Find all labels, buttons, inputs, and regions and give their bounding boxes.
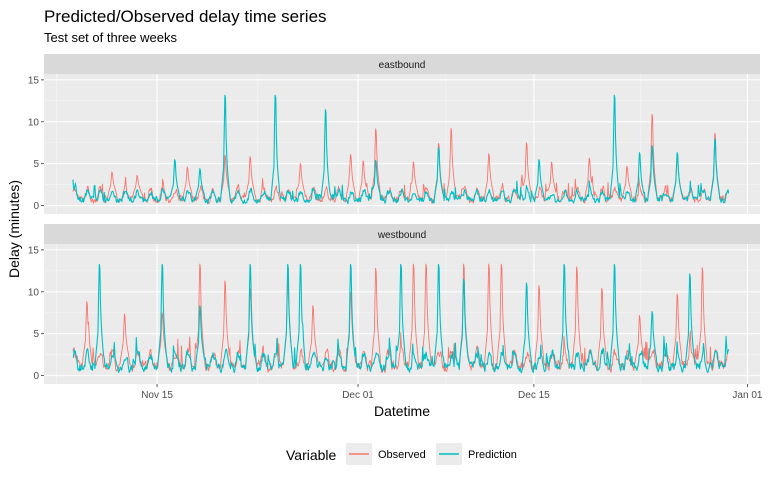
series-line-prediction-westbound — [72, 263, 730, 374]
facet-strip-westbound — [44, 224, 760, 244]
legend-title: Variable — [286, 447, 337, 463]
series-westbound — [72, 263, 730, 374]
y-tick-label: 10 — [28, 287, 40, 298]
y-tick-label: 5 — [33, 159, 39, 170]
facet-strip-eastbound — [44, 54, 760, 74]
facet-label-westbound: westbound — [377, 230, 426, 241]
facet-label-eastbound: eastbound — [379, 60, 426, 71]
x-axis: Nov 15 Dec 01 Dec 15 Jan 01 — [141, 384, 763, 401]
y-tick-label: 10 — [28, 117, 40, 128]
series-line-observed-eastbound — [72, 113, 730, 204]
x-tick-label: Dec 15 — [518, 390, 550, 401]
y-tick-label: 15 — [28, 245, 40, 256]
x-tick-label: Nov 15 — [141, 390, 173, 401]
y-tick-label: 0 — [33, 201, 39, 212]
legend: Variable Observed Prediction — [286, 443, 517, 465]
panel-westbound: westbound 0 5 10 15 — [28, 224, 760, 384]
y-tick-label: 15 — [28, 75, 40, 86]
panel-eastbound: eastbound 0 5 10 15 — [28, 54, 760, 214]
legend-entry-prediction: Prediction — [436, 443, 517, 465]
chart-subtitle: Test set of three weeks — [44, 30, 177, 45]
legend-label: Observed — [378, 449, 426, 461]
chart-title: Predicted/Observed delay time series — [44, 7, 327, 26]
y-tick-label: 5 — [33, 329, 39, 340]
y-tick-labels-eastbound: 0 5 10 15 — [28, 75, 44, 212]
series-line-prediction-eastbound — [72, 94, 730, 205]
x-axis-label: Datetime — [374, 403, 430, 419]
legend-entry-observed: Observed — [346, 443, 426, 465]
x-tick-label: Dec 01 — [342, 390, 374, 401]
x-tick-label: Jan 01 — [732, 390, 762, 401]
y-axis-label: Delay (minutes) — [6, 180, 22, 278]
y-tick-label: 0 — [33, 371, 39, 382]
series-eastbound — [72, 94, 730, 205]
y-tick-labels-westbound: 0 5 10 15 — [28, 245, 44, 382]
legend-label: Prediction — [468, 449, 517, 461]
